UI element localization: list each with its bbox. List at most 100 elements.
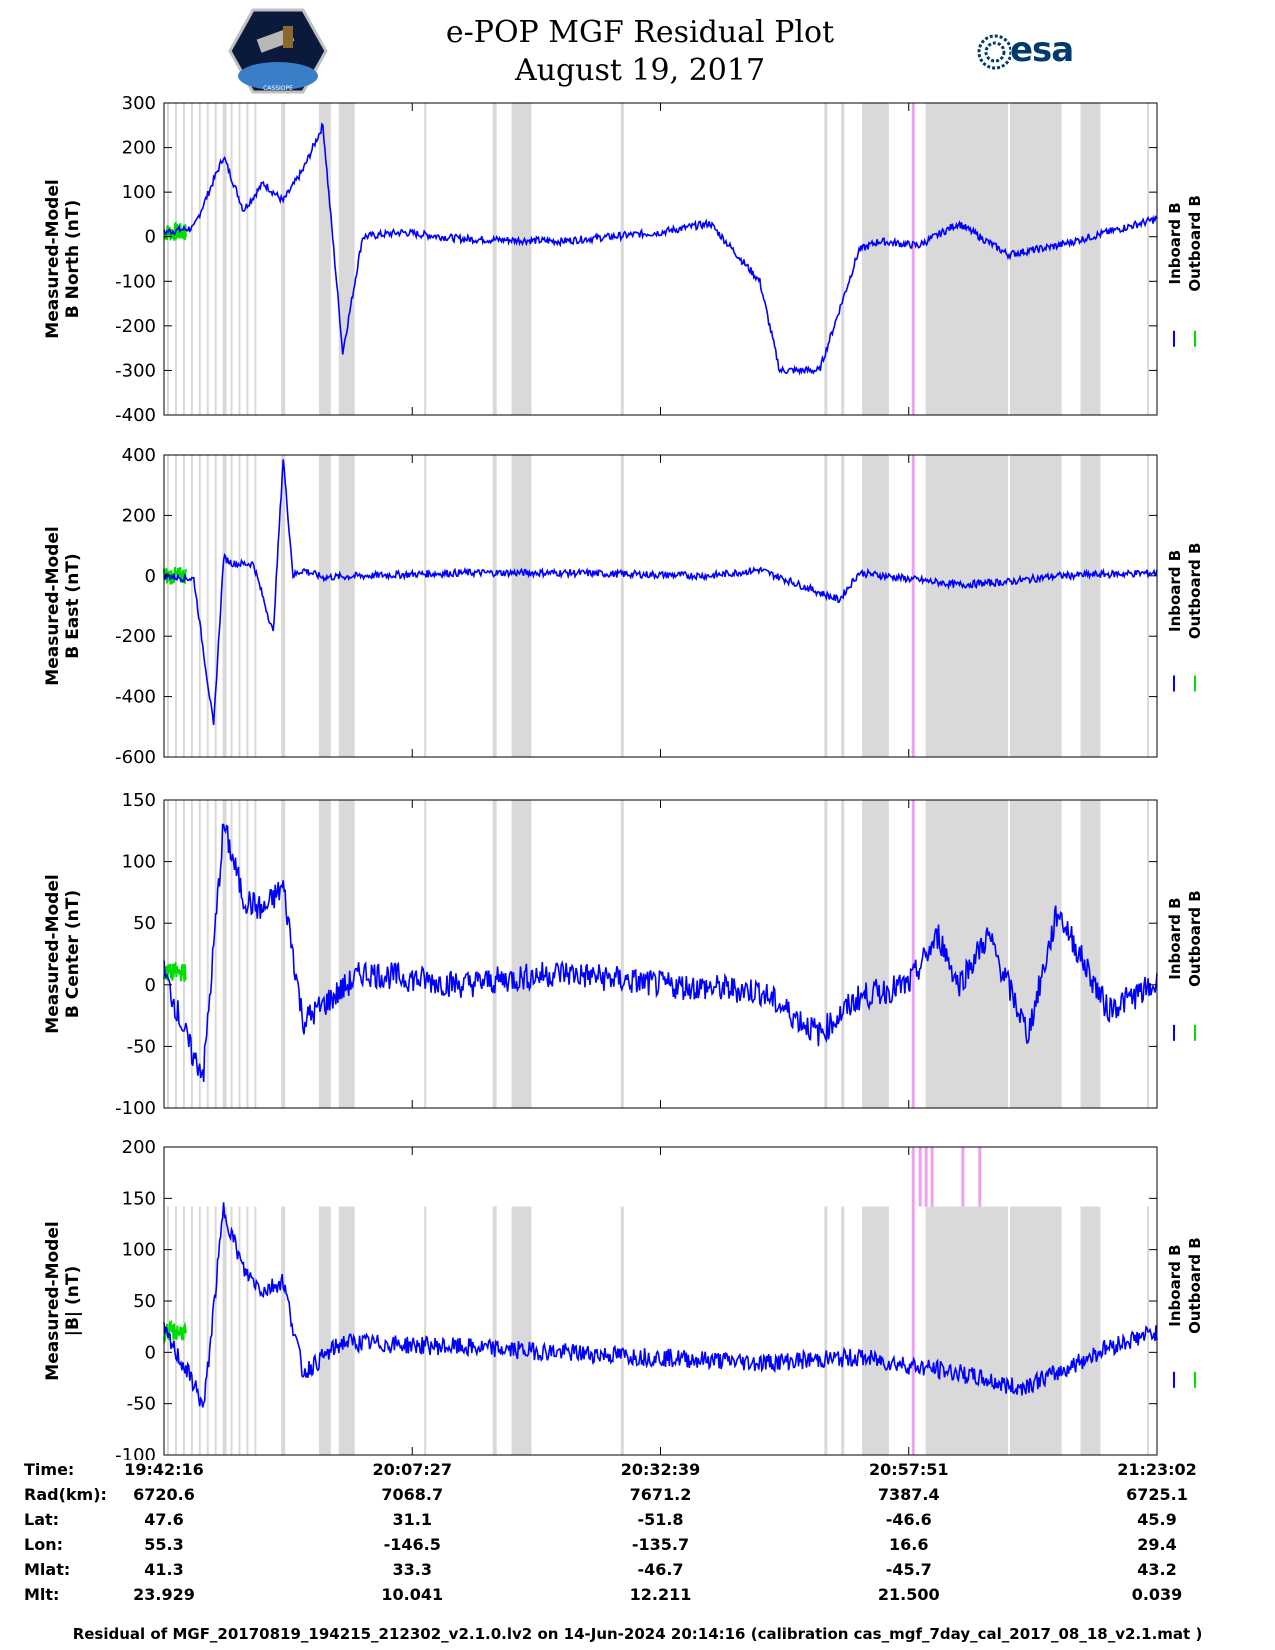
- data-gap-band: [841, 1206, 845, 1455]
- data-gap-band: [166, 800, 169, 1108]
- data-gap-band: [246, 103, 249, 415]
- data-gap-band: [925, 1206, 1009, 1455]
- data-gap-band: [230, 800, 233, 1108]
- data-gap-band: [238, 455, 241, 757]
- y-tick-label: 200: [122, 505, 156, 526]
- data-gap-band: [1080, 1206, 1101, 1455]
- logo-lettering: CASSIOPE: [263, 85, 293, 92]
- flag-marker: [924, 1147, 928, 1207]
- data-gap-band: [1010, 455, 1062, 757]
- y-tick-label: 0: [145, 1342, 156, 1363]
- info-cell: 43.2: [1137, 1560, 1177, 1579]
- legend-outboard: Outboard B: [1186, 1237, 1204, 1334]
- y-axis-label: B East (nT): [63, 553, 83, 658]
- y-axis-label: Measured-Model: [43, 1221, 63, 1380]
- data-gap-band: [254, 103, 257, 415]
- info-cell: 21.500: [877, 1585, 940, 1604]
- y-tick-label: 50: [133, 913, 156, 934]
- y-tick-label: 100: [122, 852, 156, 873]
- data-gap-band: [222, 455, 225, 757]
- info-cell: 55.3: [144, 1535, 184, 1554]
- info-cell: 6720.6: [133, 1485, 195, 1504]
- inboard-series: [163, 823, 1158, 1082]
- info-cell: -146.5: [383, 1535, 441, 1554]
- info-row: Rad(km): 6720.6 7068.7 7671.2 7387.4 6725.1: [0, 1485, 1275, 1509]
- data-gap-band: [223, 455, 227, 757]
- data-gap-band: [190, 1206, 193, 1455]
- data-gap-band: [214, 1206, 217, 1455]
- data-gap-band: [230, 1206, 233, 1455]
- data-gap-band: [620, 455, 624, 757]
- data-gap-band: [338, 103, 355, 415]
- data-gap-band: [424, 455, 427, 757]
- y-tick-label: -200: [115, 316, 156, 337]
- date-line: August 19, 2017: [514, 53, 766, 88]
- data-gap-band: [424, 1206, 427, 1455]
- data-gap-band: [841, 455, 845, 757]
- info-row: Lon: 55.3 -146.5 -135.7 16.6 29.4: [0, 1535, 1275, 1559]
- data-gap-band: [925, 455, 1009, 757]
- data-gap-band: [222, 1206, 225, 1455]
- data-gap-band: [620, 800, 624, 1108]
- info-cell: 33.3: [392, 1560, 432, 1579]
- data-gap-band: [281, 1206, 286, 1455]
- cassiope-logo: CASSIOPE: [228, 8, 328, 94]
- y-tick-label: -400: [115, 687, 156, 708]
- data-gap-band: [620, 103, 624, 415]
- inboard-series: [163, 122, 1158, 376]
- data-gap-band: [223, 1206, 227, 1455]
- y-axis-label: Measured-Model: [43, 526, 63, 685]
- data-gap-band: [1010, 103, 1062, 415]
- panel-4: 200 150 100 50 0 -50 -100 Measured-Model |B| (nT…: [43, 1137, 1204, 1460]
- info-cell: 47.6: [144, 1510, 184, 1529]
- y-tick-label: 300: [122, 93, 156, 114]
- legend-inboard: Inboard B: [1166, 550, 1184, 632]
- data-gap-band: [1080, 103, 1101, 415]
- y-tick-label: -100: [115, 1098, 156, 1119]
- y-tick-label: 150: [122, 790, 156, 811]
- y-tick-label: 100: [122, 182, 156, 203]
- y-tick-label: -200: [115, 626, 156, 647]
- info-cell: -45.7: [885, 1560, 932, 1579]
- data-gap-band: [198, 455, 201, 757]
- data-gap-band: [238, 1206, 241, 1455]
- y-tick-label: 200: [122, 1137, 156, 1158]
- info-cell: 45.9: [1137, 1510, 1177, 1529]
- y-axis-label: |B| (nT): [63, 1266, 83, 1337]
- data-gap-band: [206, 1206, 209, 1455]
- flag-marker: [911, 1147, 915, 1455]
- data-gap-band: [318, 800, 331, 1108]
- data-gap-band: [511, 103, 532, 415]
- flag-marker: [930, 1147, 934, 1207]
- data-gap-band: [338, 800, 355, 1108]
- data-gap-band: [254, 800, 257, 1108]
- flag-marker: [978, 1147, 982, 1207]
- data-gap-band: [1147, 800, 1150, 1108]
- data-gap-band: [862, 103, 889, 415]
- legend-inboard: Inboard B: [1166, 897, 1184, 979]
- legend-inboard: Inboard B: [1166, 202, 1184, 284]
- info-row-label: Mlt:: [24, 1585, 60, 1604]
- info-cell: -46.6: [885, 1510, 932, 1529]
- data-gap-band: [206, 800, 209, 1108]
- y-axis-label: B North (nT): [63, 200, 83, 319]
- info-row-label: Mlat:: [24, 1560, 71, 1579]
- y-tick-label: 100: [122, 1240, 156, 1261]
- data-gap-band: [511, 455, 532, 757]
- info-row-label: Rad(km):: [24, 1485, 107, 1504]
- info-row: Time: 19:42:16 20:07:27 20:32:39 20:57:51 21:…: [0, 1460, 1275, 1484]
- data-gap-band: [824, 1206, 828, 1455]
- info-cell: 7671.2: [629, 1485, 692, 1504]
- info-cell: 7068.7: [381, 1485, 444, 1504]
- y-tick-label: -50: [127, 1036, 156, 1057]
- panel-1: 300 200 100 0 -100 -200 -300 -400 Measured-Model…: [43, 93, 1204, 426]
- data-gap-band: [492, 800, 497, 1108]
- data-gap-band: [824, 800, 828, 1108]
- residual-plot: 300 200 100 0 -100 -200 -300 -400 Measured-Model…: [43, 93, 1204, 1460]
- data-gap-band: [824, 455, 828, 757]
- data-gap-band: [318, 1206, 331, 1455]
- data-gap-band: [862, 455, 889, 757]
- data-gap-band: [238, 800, 241, 1108]
- data-gap-band: [223, 103, 227, 415]
- data-gap-band: [925, 800, 1009, 1108]
